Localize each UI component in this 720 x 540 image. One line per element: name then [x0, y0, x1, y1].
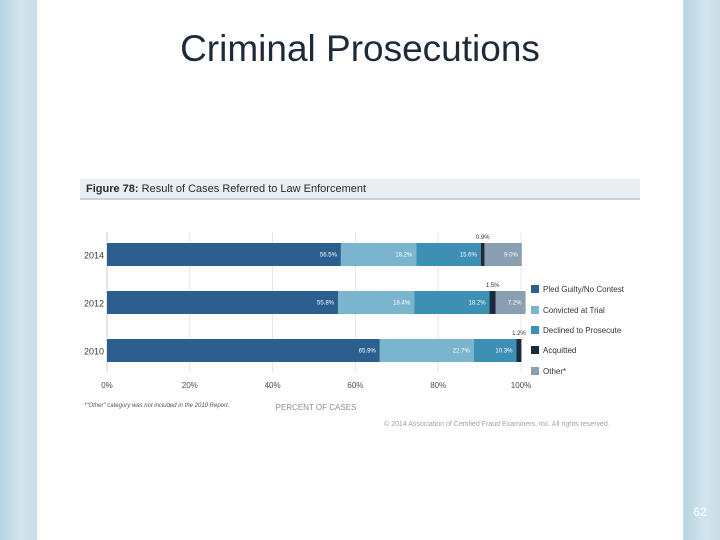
right-side-bar	[683, 0, 720, 540]
bar-2012-series-1	[338, 291, 415, 314]
x-axis-label: PERCENT OF CASES	[276, 403, 357, 412]
legend-label-4: Other*	[543, 367, 566, 376]
bar-label-2010-series-0: 65.9%	[359, 349, 377, 355]
legend-swatch-2	[531, 326, 539, 334]
category-label-2012: 2012	[84, 299, 104, 309]
bar-label-2014-series-0: 56.5%	[320, 253, 338, 259]
legend-swatch-1	[531, 306, 539, 314]
bar-2012-series-2	[414, 291, 490, 314]
figure-header: Figure 78: Result of Cases Referred to L…	[80, 179, 640, 200]
slide-title: Criminal Prosecutions	[180, 28, 540, 69]
figure-title: Figure 78: Result of Cases Referred to L…	[86, 183, 366, 195]
category-label-2014: 2014	[84, 251, 104, 261]
bar-2012-series-3	[489, 291, 496, 314]
legend-swatch-0	[531, 285, 539, 293]
bar-2014-series-2	[416, 243, 481, 266]
x-tick-label-0: 0%	[101, 381, 113, 390]
category-label-2010: 2010	[84, 347, 104, 357]
x-tick-label-100: 100%	[511, 381, 531, 390]
legend-swatch-4	[531, 367, 539, 375]
bar-label-2012-series-0: 55.8%	[317, 301, 335, 307]
bar-label-2014-series-1: 18.2%	[395, 253, 413, 259]
bar-2010-series-0	[107, 339, 380, 362]
bar-2010-series-2	[473, 339, 517, 362]
figure-footnote: *"Other" category was not included in th…	[84, 403, 230, 409]
figure-title-text: Result of Cases Referred to Law Enforcem…	[141, 183, 367, 195]
x-tick-label-40: 40%	[265, 381, 281, 390]
x-tick-label-20: 20%	[182, 381, 198, 390]
bar-2010-series-3	[516, 339, 522, 362]
bar-label-2012-series-3: 1.5%	[486, 283, 500, 289]
figure-label: Figure 78:	[86, 183, 139, 195]
page-number: 62	[693, 505, 707, 519]
bar-label-2014-series-4: 9.0%	[504, 253, 518, 259]
x-tick-label-80: 80%	[430, 381, 446, 390]
bar-label-2010-series-3: 1.2%	[512, 331, 526, 337]
bar-label-2014-series-3: 0.9%	[476, 235, 490, 241]
bar-label-2012-series-1: 18.4%	[393, 301, 411, 307]
legend-label-2: Declined to Prosecute	[543, 326, 622, 335]
bar-2014-series-1	[340, 243, 417, 266]
bar-label-2014-series-2: 15.6%	[460, 253, 478, 259]
copyright-notice: © 2014 Association of Certified Fraud Ex…	[384, 421, 610, 428]
left-side-bar	[0, 0, 37, 540]
bar-label-2012-series-2: 18.2%	[469, 301, 487, 307]
bar-2014-series-3	[480, 243, 485, 266]
legend-label-0: Pled Guilty/No Contest	[543, 285, 625, 294]
x-tick-label-60: 60%	[347, 381, 363, 390]
bar-2010-series-1	[379, 339, 474, 362]
bar-label-2012-series-4: 7.2%	[508, 301, 522, 307]
bar-2014-series-0	[107, 243, 341, 266]
bar-label-2010-series-1: 22.7%	[453, 349, 471, 355]
legend-label-1: Convicted at Trial	[543, 306, 605, 315]
bar-2012-series-4	[495, 291, 526, 314]
legend-label-3: Acquitted	[543, 346, 576, 355]
bar-label-2010-series-2: 10.3%	[495, 349, 513, 355]
bar-2012-series-0	[107, 291, 339, 314]
legend-swatch-3	[531, 346, 539, 354]
bar-2014-series-4	[484, 243, 522, 266]
